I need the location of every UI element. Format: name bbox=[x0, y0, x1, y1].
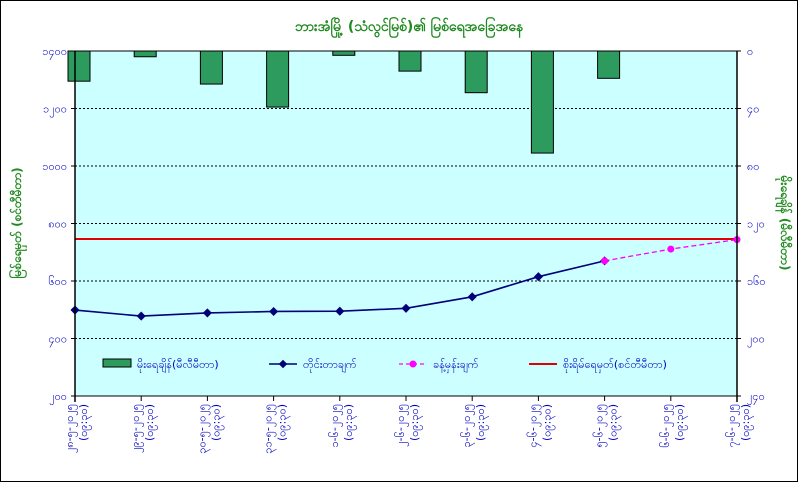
rainfall-bar bbox=[464, 50, 488, 94]
rainfall-bars bbox=[67, 50, 621, 154]
right-tick-label: ၈၀ bbox=[747, 160, 759, 173]
left-tick-label: ၈၀၀ bbox=[48, 218, 67, 231]
left-tick-label: ၄၀၀ bbox=[48, 333, 67, 348]
legend-label: စိုးရိမ်ရေမှတ်(စင်တီမီတာ) bbox=[563, 358, 667, 373]
right-tick-label: ၁၆၀ bbox=[747, 275, 766, 288]
x-tick-time: (၀၉:၃၀) bbox=[607, 404, 622, 441]
x-tick-label: ၁-၆-၂၀၂၅ (၀၉:၃၀) bbox=[328, 404, 357, 448]
left-tick-label: ၁၂၀၀ bbox=[43, 103, 67, 118]
x-tick-date: ၁-၆-၂၀၂၅ bbox=[328, 404, 343, 448]
x-tick-time: (၀၉:၃၀) bbox=[276, 404, 291, 441]
left-tick-label: ၁၄၀၀ bbox=[42, 45, 67, 60]
x-tick-time: (၀၉:၃၀) bbox=[342, 404, 357, 441]
right-tick-label: ၂၀၀ bbox=[747, 333, 765, 348]
left-axis-title: မြစ်ရေမှတ် (စင်တီမီတာ) bbox=[7, 167, 28, 278]
x-tick-time: (၀၉:၃၀) bbox=[739, 404, 754, 441]
x-tick-date: ၃၁-၅-၂၀၂၅ bbox=[262, 404, 277, 454]
x-tick-label: ၅-၆-၂၀၂၅ (၀၉:၃၀) bbox=[593, 404, 622, 448]
forecast-point bbox=[601, 257, 609, 265]
observed-point bbox=[136, 311, 146, 321]
x-tick-time: (၀၉:၃၀) bbox=[540, 404, 555, 441]
rainfall-bar bbox=[597, 50, 621, 79]
right-tick-label: ၂၄၀ bbox=[747, 390, 765, 405]
right-axis-title: မိုးရေချိန် (မီလီမီတာ) bbox=[774, 175, 794, 271]
x-tick-date: ၃၀-၅-၂၀၂၅ bbox=[195, 404, 210, 454]
x-tick-date: ၂၉-၅-၂၀၂၅ bbox=[129, 404, 144, 453]
forecast-point bbox=[667, 245, 675, 253]
x-tick-time: (၀၉:၃၀) bbox=[209, 404, 224, 441]
plot-area bbox=[75, 51, 737, 396]
x-tick-label: ၄-၆-၂၀၂၅ (၀၉:၃၀) bbox=[526, 404, 555, 448]
legend-label: တိုင်းတာချက် bbox=[303, 358, 357, 373]
left-tick-label: ၆၀၀ bbox=[48, 275, 67, 288]
legend: မိုးရေချိန်(မီလီမီတာ) တိုင်းတာချက် ခန့်မှန… bbox=[102, 358, 667, 373]
x-tick-time: (၀၉:၃၀) bbox=[673, 404, 688, 441]
x-tick-time: (၀၉:၃၀) bbox=[408, 404, 423, 441]
x-tick-time: (၀၉:၃၀) bbox=[143, 404, 158, 441]
chart-title: ဘားအံမြို့ (သံလွင်မြစ်)၏ မြစ်ရေအခြေအနေ bbox=[295, 17, 524, 38]
x-tick-label: ၇-၆-၂၀၂၅ (၀၉:၃၀) bbox=[725, 404, 754, 448]
rainfall-bar bbox=[332, 50, 356, 56]
left-tick-label: ၁၀၀၀ bbox=[42, 160, 67, 173]
x-tick-time: (၀၉:၃၀) bbox=[474, 404, 489, 441]
observed-point bbox=[202, 308, 212, 318]
right-tick-label: ၀ bbox=[747, 45, 753, 58]
x-tick-label: ၆-၆-၂၀၂၅ (၀၉:၃၀) bbox=[659, 404, 688, 448]
x-tick-date: ၃-၆-၂၀၂၅ bbox=[460, 404, 475, 448]
x-tick-label: ၂-၆-၂၀၂၅ (၀၉:၃၀) bbox=[394, 404, 423, 447]
x-tick-label: ၃၁-၅-၂၀၂၅ (၀၉:၃၀) bbox=[262, 404, 291, 454]
x-tick-date: ၂၈-၅-၂၀၂၅ bbox=[63, 404, 78, 453]
legend-marker-forecast bbox=[409, 360, 417, 368]
x-tick-date: ၄-၆-၂၀၂၅ bbox=[526, 404, 541, 448]
rainfall-bar bbox=[67, 50, 91, 82]
x-tick-label: ၂၈-၅-၂၀၂၅ (၀၉:၃၀) bbox=[63, 404, 92, 453]
x-tick-date: ၇-၆-၂၀၂၅ bbox=[725, 404, 740, 448]
rainfall-bar bbox=[530, 50, 554, 154]
x-tick-label: ၃၀-၅-၂၀၂၅ (၀၉:၃၀) bbox=[195, 404, 224, 454]
x-tick-time: (၀၉:၃၀) bbox=[77, 404, 92, 441]
rainfall-bar bbox=[266, 50, 290, 108]
x-tick-date: ၅-၆-၂၀၂၅ bbox=[593, 404, 608, 448]
left-tick-label: ၂၀၀ bbox=[49, 390, 67, 405]
rainfall-bar bbox=[133, 50, 157, 58]
x-tick-label: ၂၉-၅-၂၀၂၅ (၀၉:၃၀) bbox=[129, 404, 158, 453]
right-tick-label: ၄၀ bbox=[747, 103, 759, 118]
legend-marker-observed bbox=[278, 359, 288, 369]
legend-swatch-rainfall bbox=[102, 358, 132, 368]
rainfall-bar bbox=[398, 50, 422, 72]
right-tick-label: ၁၂၀ bbox=[747, 218, 765, 233]
legend-label: ခန့်မှန်းချက် bbox=[433, 358, 479, 373]
legend-label: မိုးရေချိန်(မီလီမီတာ) bbox=[137, 358, 219, 373]
rainfall-bar bbox=[199, 50, 223, 85]
x-tick-date: ၂-၆-၂၀၂၅ bbox=[394, 404, 409, 447]
x-tick-label: ၃-၆-၂၀၂၅ (၀၉:၃၀) bbox=[460, 404, 489, 448]
x-tick-date: ၆-၆-၂၀၂၅ bbox=[659, 404, 674, 448]
